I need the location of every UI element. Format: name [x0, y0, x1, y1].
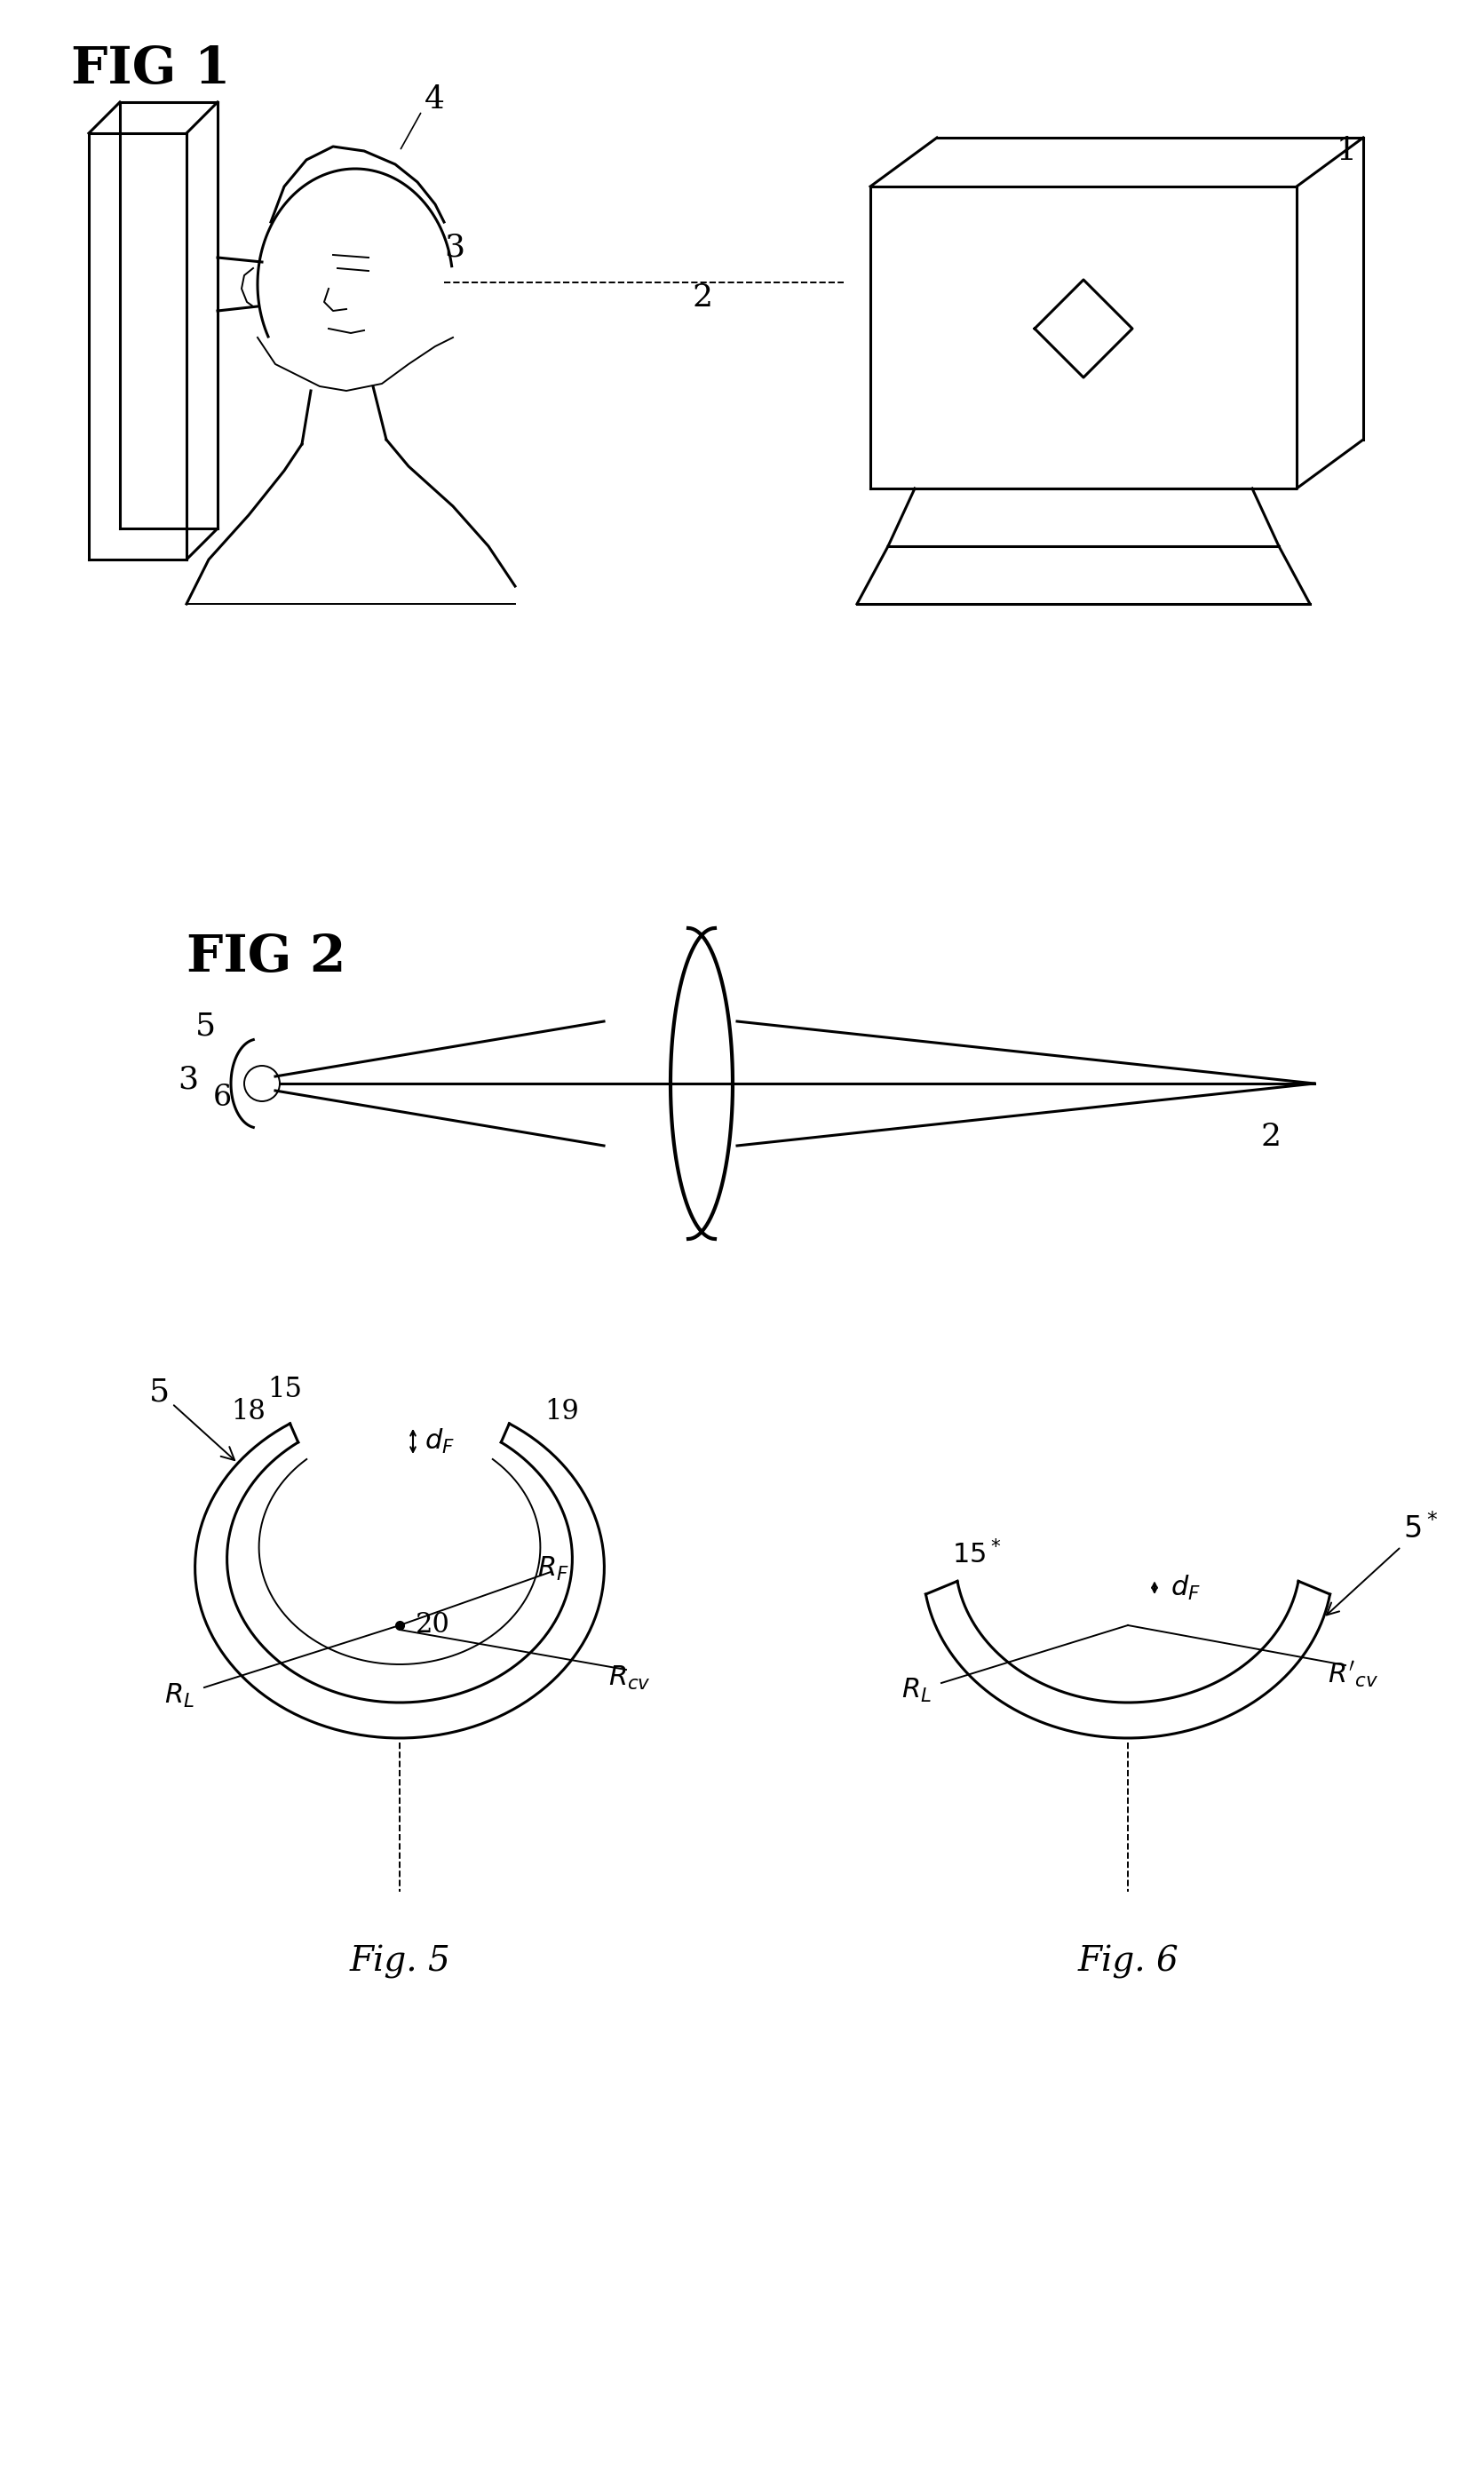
- Text: $15^*$: $15^*$: [953, 1541, 1002, 1570]
- Text: 2: 2: [1261, 1121, 1282, 1153]
- Text: Fig. 6: Fig. 6: [1077, 1946, 1178, 1980]
- Text: 1: 1: [1337, 136, 1356, 165]
- Text: Fig. 5: Fig. 5: [349, 1946, 450, 1980]
- Text: $R'_{cv}$: $R'_{cv}$: [1328, 1659, 1379, 1689]
- Text: 19: 19: [545, 1397, 579, 1425]
- Text: FIG 1: FIG 1: [71, 44, 230, 94]
- Text: 6: 6: [214, 1084, 232, 1111]
- Text: 18: 18: [232, 1397, 266, 1425]
- Text: $R_L$: $R_L$: [901, 1676, 932, 1704]
- Text: $R_L$: $R_L$: [165, 1681, 194, 1709]
- Text: 5: 5: [148, 1378, 234, 1459]
- Text: 20: 20: [416, 1612, 450, 1639]
- Text: $R_{cv}$: $R_{cv}$: [608, 1664, 651, 1691]
- Text: 5: 5: [196, 1010, 215, 1042]
- Text: FIG 2: FIG 2: [187, 933, 346, 983]
- Text: 2: 2: [693, 281, 714, 314]
- Text: 15: 15: [267, 1375, 303, 1402]
- Text: $5^*$: $5^*$: [1327, 1513, 1438, 1615]
- Text: 3: 3: [178, 1064, 199, 1094]
- Text: $d_F$: $d_F$: [424, 1427, 454, 1457]
- Text: 3: 3: [444, 232, 464, 262]
- Text: $R_F$: $R_F$: [537, 1555, 568, 1583]
- Text: $d_F$: $d_F$: [1171, 1573, 1201, 1602]
- Text: 4: 4: [424, 84, 445, 114]
